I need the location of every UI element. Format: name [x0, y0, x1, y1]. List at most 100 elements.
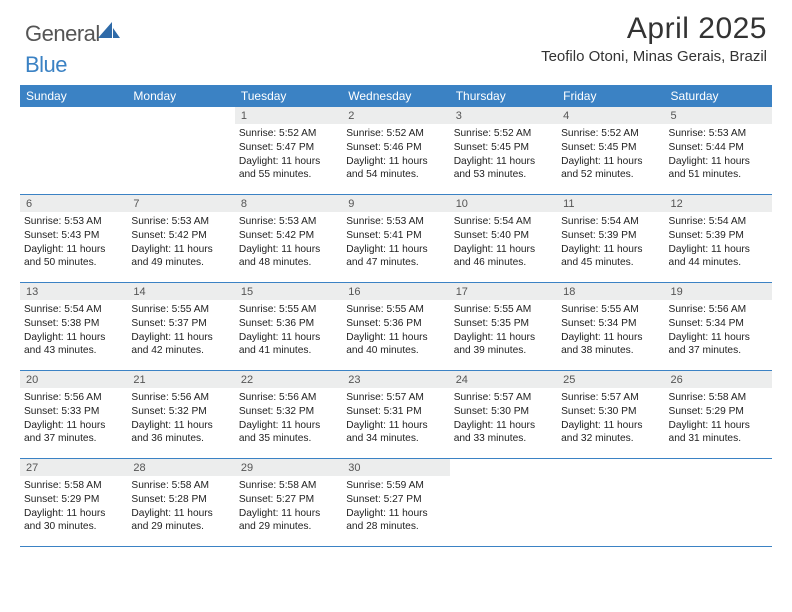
- sunset-text: Sunset: 5:31 PM: [346, 405, 445, 419]
- day-number: 24: [450, 371, 557, 388]
- day-cell: [450, 459, 557, 546]
- daylight-text: Daylight: 11 hours and 48 minutes.: [239, 243, 338, 271]
- weekday-header: Wednesday: [342, 85, 449, 107]
- sunset-text: Sunset: 5:29 PM: [24, 493, 123, 507]
- sunrise-text: Sunrise: 5:55 AM: [239, 303, 338, 317]
- day-number: 21: [127, 371, 234, 388]
- day-number: 7: [127, 195, 234, 212]
- sunset-text: Sunset: 5:42 PM: [131, 229, 230, 243]
- day-body: Sunrise: 5:59 AMSunset: 5:27 PMDaylight:…: [342, 476, 449, 538]
- sunrise-text: Sunrise: 5:58 AM: [669, 391, 768, 405]
- day-cell: 8Sunrise: 5:53 AMSunset: 5:42 PMDaylight…: [235, 195, 342, 282]
- daylight-text: Daylight: 11 hours and 34 minutes.: [346, 419, 445, 447]
- sunrise-text: Sunrise: 5:58 AM: [24, 479, 123, 493]
- day-body: [20, 124, 127, 131]
- day-cell: 4Sunrise: 5:52 AMSunset: 5:45 PMDaylight…: [557, 107, 664, 194]
- brand-text: GeneralBlue: [25, 21, 120, 77]
- sunset-text: Sunset: 5:38 PM: [24, 317, 123, 331]
- daylight-text: Daylight: 11 hours and 44 minutes.: [669, 243, 768, 271]
- title-block: April 2025 Teofilo Otoni, Minas Gerais, …: [541, 12, 767, 65]
- sunrise-text: Sunrise: 5:58 AM: [239, 479, 338, 493]
- day-cell: 3Sunrise: 5:52 AMSunset: 5:45 PMDaylight…: [450, 107, 557, 194]
- day-body: Sunrise: 5:58 AMSunset: 5:29 PMDaylight:…: [665, 388, 772, 450]
- day-number: 12: [665, 195, 772, 212]
- sunrise-text: Sunrise: 5:53 AM: [131, 215, 230, 229]
- day-body: Sunrise: 5:57 AMSunset: 5:30 PMDaylight:…: [557, 388, 664, 450]
- sunset-text: Sunset: 5:32 PM: [131, 405, 230, 419]
- weekday-header: Sunday: [20, 85, 127, 107]
- week-row: 20Sunrise: 5:56 AMSunset: 5:33 PMDayligh…: [20, 371, 772, 459]
- day-number: 6: [20, 195, 127, 212]
- daylight-text: Daylight: 11 hours and 52 minutes.: [561, 155, 660, 183]
- daylight-text: Daylight: 11 hours and 29 minutes.: [239, 507, 338, 535]
- sunset-text: Sunset: 5:30 PM: [454, 405, 553, 419]
- daylight-text: Daylight: 11 hours and 50 minutes.: [24, 243, 123, 271]
- sunrise-text: Sunrise: 5:57 AM: [346, 391, 445, 405]
- sunset-text: Sunset: 5:27 PM: [239, 493, 338, 507]
- day-body: Sunrise: 5:58 AMSunset: 5:27 PMDaylight:…: [235, 476, 342, 538]
- sunrise-text: Sunrise: 5:56 AM: [131, 391, 230, 405]
- week-row: 1Sunrise: 5:52 AMSunset: 5:47 PMDaylight…: [20, 107, 772, 195]
- day-number: 10: [450, 195, 557, 212]
- sunrise-text: Sunrise: 5:52 AM: [346, 127, 445, 141]
- day-body: Sunrise: 5:54 AMSunset: 5:38 PMDaylight:…: [20, 300, 127, 362]
- daylight-text: Daylight: 11 hours and 54 minutes.: [346, 155, 445, 183]
- day-number: 22: [235, 371, 342, 388]
- day-number: 26: [665, 371, 772, 388]
- daylight-text: Daylight: 11 hours and 42 minutes.: [131, 331, 230, 359]
- day-number: 3: [450, 107, 557, 124]
- day-body: Sunrise: 5:55 AMSunset: 5:37 PMDaylight:…: [127, 300, 234, 362]
- daylight-text: Daylight: 11 hours and 32 minutes.: [561, 419, 660, 447]
- day-cell: 1Sunrise: 5:52 AMSunset: 5:47 PMDaylight…: [235, 107, 342, 194]
- day-body: Sunrise: 5:58 AMSunset: 5:28 PMDaylight:…: [127, 476, 234, 538]
- sunrise-text: Sunrise: 5:57 AM: [454, 391, 553, 405]
- sunset-text: Sunset: 5:45 PM: [561, 141, 660, 155]
- day-body: Sunrise: 5:56 AMSunset: 5:32 PMDaylight:…: [235, 388, 342, 450]
- sunrise-text: Sunrise: 5:57 AM: [561, 391, 660, 405]
- sunset-text: Sunset: 5:34 PM: [669, 317, 768, 331]
- day-cell: 26Sunrise: 5:58 AMSunset: 5:29 PMDayligh…: [665, 371, 772, 458]
- day-cell: 25Sunrise: 5:57 AMSunset: 5:30 PMDayligh…: [557, 371, 664, 458]
- day-body: [450, 476, 557, 483]
- page-title: April 2025: [541, 12, 767, 46]
- page-header: GeneralBlue April 2025 Teofilo Otoni, Mi…: [0, 0, 792, 75]
- weekday-header: Thursday: [450, 85, 557, 107]
- day-cell: 17Sunrise: 5:55 AMSunset: 5:35 PMDayligh…: [450, 283, 557, 370]
- sunset-text: Sunset: 5:40 PM: [454, 229, 553, 243]
- day-cell: 9Sunrise: 5:53 AMSunset: 5:41 PMDaylight…: [342, 195, 449, 282]
- location-text: Teofilo Otoni, Minas Gerais, Brazil: [541, 48, 767, 65]
- day-cell: 6Sunrise: 5:53 AMSunset: 5:43 PMDaylight…: [20, 195, 127, 282]
- day-number: 25: [557, 371, 664, 388]
- day-body: Sunrise: 5:52 AMSunset: 5:45 PMDaylight:…: [557, 124, 664, 186]
- day-number: 20: [20, 371, 127, 388]
- day-number: 30: [342, 459, 449, 476]
- day-number: 18: [557, 283, 664, 300]
- sunset-text: Sunset: 5:39 PM: [561, 229, 660, 243]
- day-body: Sunrise: 5:52 AMSunset: 5:45 PMDaylight:…: [450, 124, 557, 186]
- sunset-text: Sunset: 5:45 PM: [454, 141, 553, 155]
- sunrise-text: Sunrise: 5:53 AM: [239, 215, 338, 229]
- sunset-text: Sunset: 5:34 PM: [561, 317, 660, 331]
- sunset-text: Sunset: 5:46 PM: [346, 141, 445, 155]
- daylight-text: Daylight: 11 hours and 39 minutes.: [454, 331, 553, 359]
- day-number: 23: [342, 371, 449, 388]
- sunrise-text: Sunrise: 5:54 AM: [669, 215, 768, 229]
- sunset-text: Sunset: 5:36 PM: [239, 317, 338, 331]
- day-cell: [665, 459, 772, 546]
- day-number: 29: [235, 459, 342, 476]
- day-number: 5: [665, 107, 772, 124]
- sunset-text: Sunset: 5:41 PM: [346, 229, 445, 243]
- day-number: 9: [342, 195, 449, 212]
- daylight-text: Daylight: 11 hours and 43 minutes.: [24, 331, 123, 359]
- sunrise-text: Sunrise: 5:58 AM: [131, 479, 230, 493]
- day-number: 13: [20, 283, 127, 300]
- day-number: [450, 459, 557, 476]
- day-number: [127, 107, 234, 124]
- day-cell: 7Sunrise: 5:53 AMSunset: 5:42 PMDaylight…: [127, 195, 234, 282]
- sunrise-text: Sunrise: 5:53 AM: [24, 215, 123, 229]
- sunset-text: Sunset: 5:35 PM: [454, 317, 553, 331]
- sunrise-text: Sunrise: 5:55 AM: [346, 303, 445, 317]
- day-body: Sunrise: 5:56 AMSunset: 5:34 PMDaylight:…: [665, 300, 772, 362]
- day-body: Sunrise: 5:55 AMSunset: 5:36 PMDaylight:…: [235, 300, 342, 362]
- week-row: 27Sunrise: 5:58 AMSunset: 5:29 PMDayligh…: [20, 459, 772, 547]
